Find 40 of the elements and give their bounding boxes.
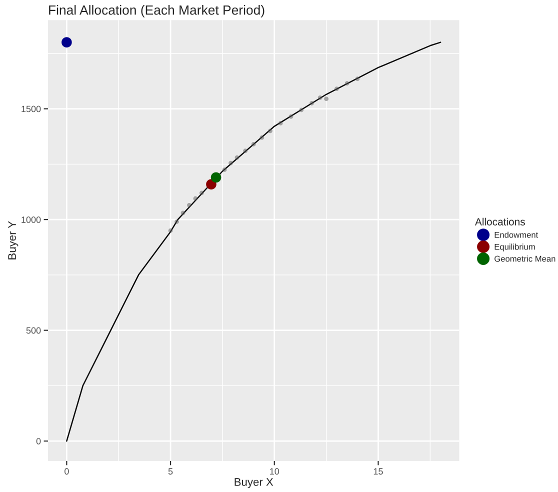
legend-label: Endowment [494,232,538,238]
y-tick-label: 500 [26,327,41,334]
point [344,81,350,86]
y-tick-label: 1000 [22,216,41,223]
point [355,76,360,82]
x-tick-label: 5 [168,468,173,475]
point [228,160,233,166]
point [268,128,272,134]
point [278,120,283,126]
legend-title: Allocations [474,218,525,226]
point [324,96,328,102]
x-tick-label: 10 [270,468,280,475]
point [180,210,186,216]
point [310,101,314,106]
point [251,142,256,146]
point [243,148,248,154]
point [260,135,264,140]
point [168,228,173,233]
legend-label: Equilibrium [494,244,535,252]
point [193,196,198,201]
point [210,172,222,183]
y-tick-label: 1500 [22,106,41,112]
point [334,86,339,92]
x-tick-label: 15 [374,468,383,475]
point [62,37,72,48]
point [187,202,192,208]
point [288,114,294,119]
x-tick-label: 0 [64,468,69,475]
y-tick-label: 0 [36,438,41,444]
line-series [66,42,442,442]
point [234,155,240,160]
point [199,190,204,196]
y-axis-title: Buyer Y [8,221,18,260]
point [318,96,322,100]
chart-title: Final Allocation (Each Market Period) [49,5,264,18]
point [299,108,304,112]
point [174,220,179,224]
point [222,168,227,172]
legend-label: Geometric Mean [494,256,556,262]
x-axis-title: Buyer X [234,478,274,488]
